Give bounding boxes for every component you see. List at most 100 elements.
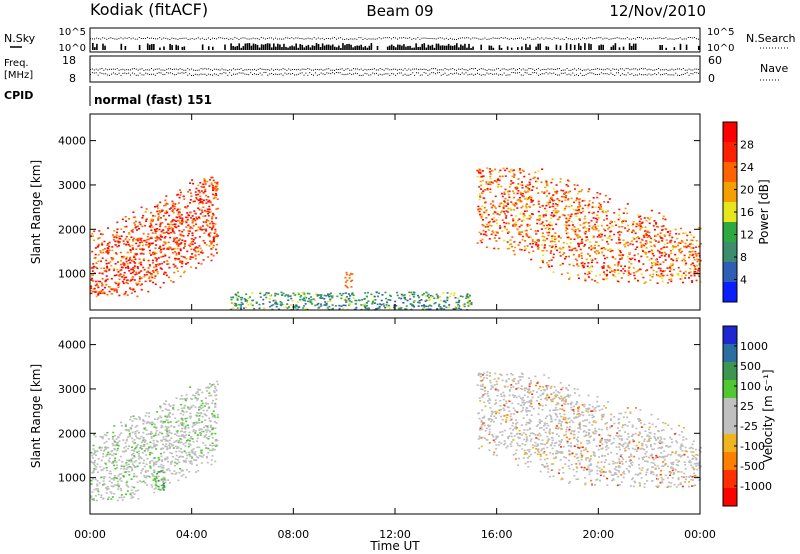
data-cell [361, 304, 364, 306]
data-cell [216, 439, 219, 442]
data-cell [371, 302, 374, 305]
data-cell [518, 248, 521, 251]
data-cell [144, 439, 147, 442]
data-cell [212, 383, 215, 386]
data-cell [634, 277, 637, 280]
freq-mark [627, 68, 629, 70]
data-cell [105, 283, 108, 286]
nsearch-mark [268, 37, 270, 39]
data-cell [683, 257, 686, 259]
data-cell [117, 488, 120, 490]
data-cell [145, 454, 148, 456]
nsky-mark [602, 44, 604, 50]
nave-mark [564, 72, 566, 74]
data-cell [114, 444, 117, 447]
data-cell [582, 265, 585, 268]
data-cell [133, 442, 136, 445]
nave-mark [234, 73, 236, 75]
data-cell [652, 269, 655, 272]
data-cell [139, 223, 142, 226]
data-cell [422, 292, 425, 295]
freq-mark [537, 68, 539, 70]
data-cell [632, 272, 635, 274]
data-cell [122, 231, 125, 233]
data-cell [155, 258, 158, 260]
data-cell [579, 248, 582, 251]
data-cell [94, 468, 97, 471]
data-cell [631, 224, 634, 227]
data-cell [214, 385, 217, 388]
data-cell [660, 274, 663, 276]
data-cell [107, 247, 110, 250]
freq-mark [610, 69, 612, 71]
data-cell [169, 236, 172, 239]
data-cell [147, 470, 150, 472]
colorbar-tick-label: 24 [740, 161, 754, 174]
data-cell [153, 457, 156, 459]
data-cell [153, 488, 156, 490]
data-cell [104, 280, 107, 282]
data-cell [92, 497, 95, 500]
data-cell [654, 240, 657, 242]
data-cell [687, 245, 690, 247]
data-cell [695, 239, 698, 242]
data-cell [525, 205, 528, 207]
data-cell [207, 214, 210, 217]
data-cell [192, 440, 195, 443]
data-cell [181, 234, 184, 237]
nave-mark [206, 74, 208, 76]
nsearch-mark [608, 38, 610, 40]
nave-mark [353, 73, 355, 75]
data-cell [576, 192, 579, 195]
nsky-mark [578, 43, 580, 50]
data-cell [459, 295, 462, 298]
data-cell [618, 234, 621, 236]
data-cell [653, 244, 656, 247]
data-cell [536, 239, 539, 242]
data-cell [576, 212, 579, 215]
freq-mark [612, 68, 614, 70]
data-cell [156, 272, 159, 275]
data-cell [669, 230, 672, 232]
freq-mark [372, 68, 374, 70]
data-cell [492, 170, 495, 172]
data-cell [607, 201, 610, 203]
data-cell [163, 241, 166, 243]
freq-mark [593, 68, 595, 70]
data-cell [215, 217, 218, 219]
data-cell [670, 258, 673, 260]
data-cell [190, 248, 193, 251]
data-cell [661, 277, 664, 280]
data-cell [430, 296, 433, 298]
data-cell [161, 459, 164, 461]
data-cell [203, 179, 206, 181]
data-cell [101, 257, 104, 259]
data-cell [129, 418, 132, 421]
data-cell [149, 279, 152, 282]
data-cell [468, 294, 471, 297]
data-cell [543, 191, 546, 194]
nsearch-mark [468, 37, 470, 39]
data-cell [550, 181, 553, 184]
nave-mark [686, 72, 688, 74]
data-cell [519, 231, 522, 234]
data-cell [488, 181, 491, 183]
data-cell [251, 292, 254, 294]
nsky-mark [348, 43, 350, 50]
data-cell [498, 213, 501, 216]
freq-mark [566, 68, 568, 70]
data-cell [478, 171, 481, 174]
data-cell [99, 446, 102, 448]
data-cell [577, 236, 580, 238]
data-cell [210, 459, 213, 461]
data-cell [630, 240, 633, 242]
data-cell [131, 469, 134, 472]
data-cell [120, 256, 123, 258]
data-cell [166, 409, 169, 411]
nave-mark [623, 74, 625, 76]
nsearch-mark [132, 37, 134, 39]
data-cell [303, 293, 306, 295]
nsearch-mark [340, 37, 342, 39]
nave-mark [410, 74, 412, 76]
data-cell [505, 217, 508, 219]
